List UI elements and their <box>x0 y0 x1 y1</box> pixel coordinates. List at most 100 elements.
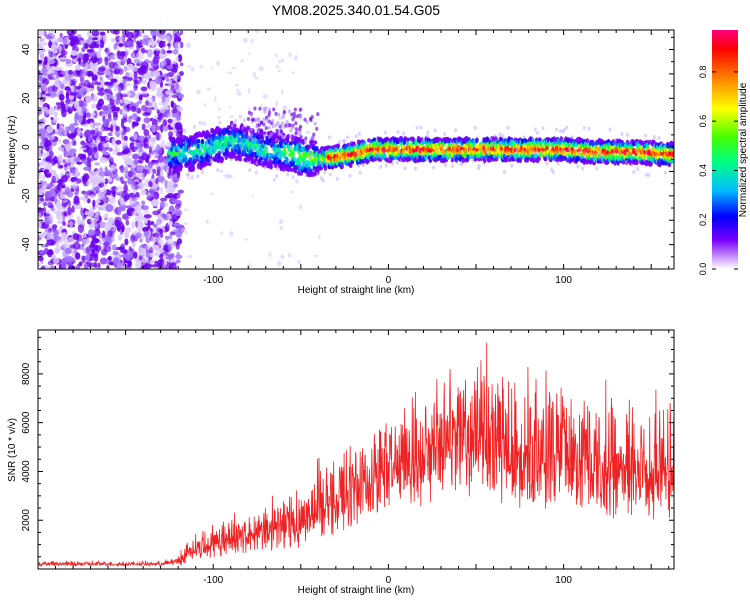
noise-blob <box>157 266 161 269</box>
noise-blob <box>51 210 59 214</box>
noise-blob <box>154 146 163 155</box>
ridge-halo <box>255 124 259 129</box>
noise-blob <box>119 99 124 104</box>
snr-series-line <box>38 342 674 568</box>
noise-blob <box>129 197 133 204</box>
noise-blob <box>108 56 116 60</box>
noise-blob <box>117 87 122 93</box>
noise-blob <box>165 222 170 232</box>
ridge-halo <box>403 166 407 171</box>
noise-blob <box>157 175 165 183</box>
noise-blob <box>94 186 100 192</box>
noise-blob <box>91 94 98 103</box>
noise-blob <box>167 43 171 47</box>
noise-blob <box>143 143 147 148</box>
noise-blob <box>115 98 120 105</box>
noise-blob <box>136 63 141 67</box>
noise-blob <box>74 112 79 119</box>
ridge-halo <box>315 126 319 131</box>
noise-blob <box>152 210 160 216</box>
ridge-halo <box>556 161 560 166</box>
noise-blob <box>179 30 184 35</box>
ridge-halo <box>342 138 346 143</box>
ridge-halo <box>432 165 436 170</box>
noise-blob <box>139 238 143 243</box>
ridge-halo <box>581 166 585 171</box>
ridge-halo <box>278 124 282 129</box>
ridge-halo <box>303 117 307 122</box>
noise-blob <box>126 40 134 48</box>
noise-blob <box>281 89 284 95</box>
noise-blob <box>123 230 130 239</box>
noise-blob <box>107 132 113 137</box>
ridge-halo <box>265 147 269 152</box>
ridge-cell <box>200 143 205 150</box>
ridge-halo <box>282 134 286 139</box>
noise-blob <box>70 30 77 35</box>
noise-blob <box>164 91 170 95</box>
noise-blob <box>150 235 158 244</box>
noise-blob <box>279 218 284 225</box>
ridge-halo <box>271 119 275 124</box>
ridge-halo <box>259 139 263 144</box>
ridge-halo <box>298 127 302 132</box>
ridge-halo <box>251 117 256 122</box>
noise-blob <box>243 37 248 44</box>
noise-blob <box>93 229 101 237</box>
ridge-halo <box>396 130 400 135</box>
noise-blob <box>49 265 57 269</box>
noise-blob <box>78 88 86 94</box>
noise-blob <box>297 259 301 265</box>
noise-blob <box>79 40 86 45</box>
noise-blob <box>155 177 159 184</box>
ridge-halo <box>338 140 342 145</box>
figure-title: YM08.2025.340.01.54.G05 <box>272 2 440 18</box>
noise-blob <box>219 169 224 174</box>
noise-blob <box>110 78 118 83</box>
noise-blob <box>42 83 48 92</box>
noise-blob <box>102 215 109 219</box>
noise-blob <box>136 40 140 46</box>
noise-blob <box>57 105 61 110</box>
ridge-halo <box>565 125 569 130</box>
noise-blob <box>70 85 75 93</box>
noise-blob <box>103 142 110 148</box>
ridge-halo <box>502 169 506 174</box>
noise-blob <box>218 107 221 111</box>
noise-blob <box>63 127 68 137</box>
noise-blob <box>86 49 95 53</box>
noise-blob <box>77 224 85 233</box>
noise-blob <box>172 48 179 55</box>
ridge-cell <box>220 156 225 163</box>
noise-blob <box>135 215 140 223</box>
noise-blob <box>62 199 66 204</box>
noise-blob <box>108 95 113 99</box>
noise-blob <box>123 147 131 154</box>
noise-blob <box>47 59 56 65</box>
noise-blob <box>161 76 165 81</box>
noise-blob <box>61 232 67 241</box>
ridge-halo <box>259 128 263 133</box>
noise-blob <box>115 140 122 145</box>
noise-blob <box>72 199 81 206</box>
noise-blob <box>150 187 155 196</box>
noise-blob <box>254 76 259 80</box>
noise-blob <box>69 92 76 96</box>
noise-blob <box>79 220 85 225</box>
ridge-halo <box>303 139 308 144</box>
noise-blob <box>169 262 177 269</box>
noise-blob <box>111 138 115 146</box>
ridge-halo <box>328 172 332 177</box>
ridge-halo <box>254 170 258 175</box>
noise-blob <box>102 187 107 195</box>
noise-blob <box>138 94 143 101</box>
ridge-halo <box>636 167 640 172</box>
noise-blob <box>133 71 138 80</box>
ridge-halo <box>272 133 276 138</box>
noise-blob <box>43 169 50 174</box>
noise-blob <box>150 30 156 36</box>
ridge-cell <box>301 139 306 146</box>
noise-blob <box>44 247 49 255</box>
colorbar-gradient <box>712 30 738 269</box>
